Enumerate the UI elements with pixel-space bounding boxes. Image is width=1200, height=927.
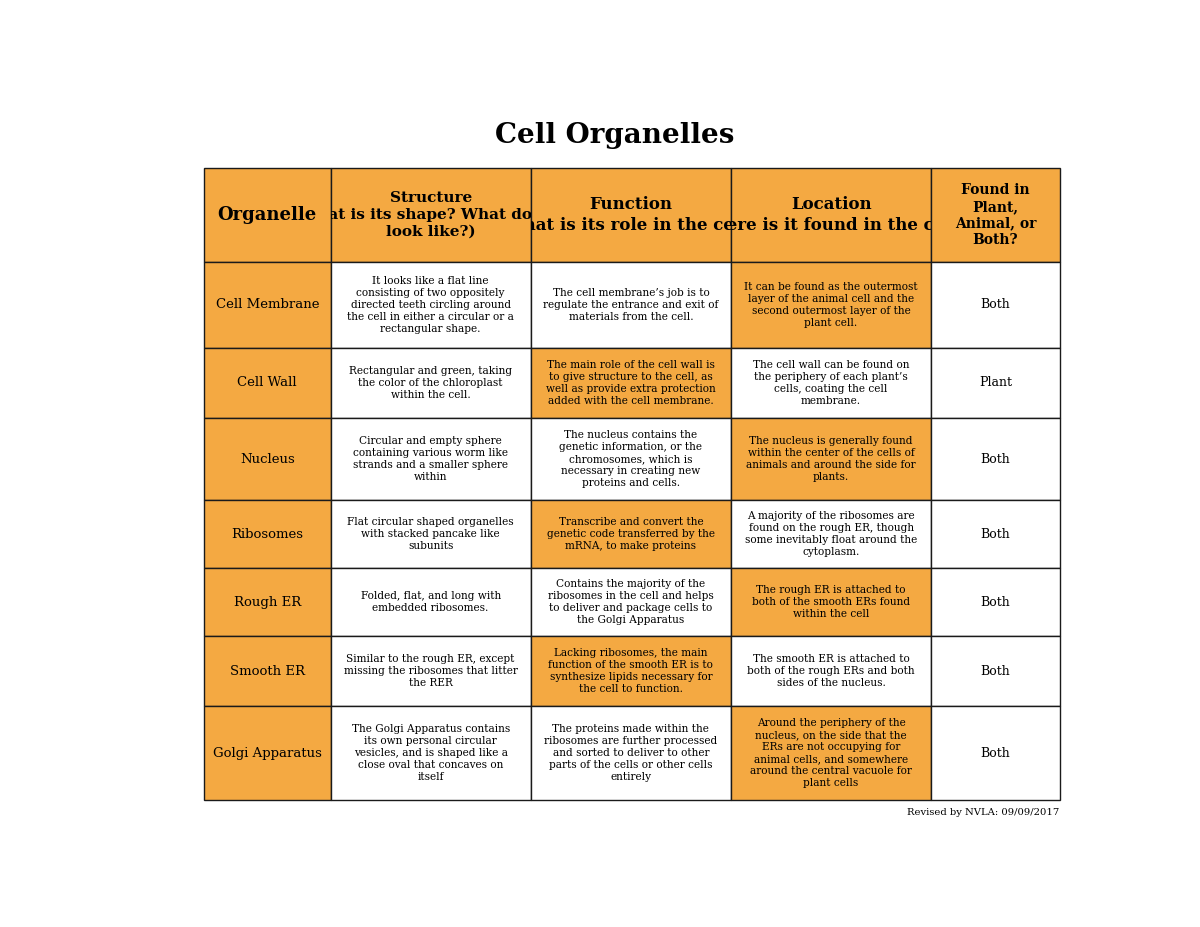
Text: Golgi Apparatus: Golgi Apparatus [212,746,322,759]
Text: Rectangular and green, taking
the color of the chloroplast
within the cell.: Rectangular and green, taking the color … [349,366,512,400]
Text: Cell Organelles: Cell Organelles [496,122,734,149]
Bar [731,418,931,501]
Text: Location
(Where is it found in the cell?): Location (Where is it found in the cell?… [688,197,974,234]
Bar [530,501,731,568]
Text: Around the periphery of the
nucleus, on the side that the
ERs are not occupying : Around the periphery of the nucleus, on … [750,718,912,788]
Bar [204,261,330,348]
Bar [330,169,530,261]
Bar [530,348,731,418]
Text: Circular and empty sphere
containing various worm like
strands and a smaller sph: Circular and empty sphere containing var… [353,436,508,482]
Text: Rough ER: Rough ER [234,596,301,609]
Bar [931,261,1060,348]
Text: Both: Both [980,746,1010,759]
Text: Both: Both [980,298,1010,311]
Bar [204,568,330,636]
Bar [931,501,1060,568]
Bar [731,706,931,800]
Text: Cell Wall: Cell Wall [238,376,298,389]
Bar [330,348,530,418]
Bar [530,636,731,706]
Bar [931,568,1060,636]
Bar [931,348,1060,418]
Bar [530,169,731,261]
Bar [330,568,530,636]
Text: The cell wall can be found on
the periphery of each plant’s
cells, coating the c: The cell wall can be found on the periph… [752,360,910,406]
Text: Folded, flat, and long with
embedded ribosomes.: Folded, flat, and long with embedded rib… [360,591,500,613]
Text: Flat circular shaped organelles
with stacked pancake like
subunits: Flat circular shaped organelles with sta… [347,517,514,552]
Text: The Golgi Apparatus contains
its own personal circular
vesicles, and is shaped l: The Golgi Apparatus contains its own per… [352,724,510,782]
Bar [530,706,731,800]
Text: It can be found as the outermost
layer of the animal cell and the
second outermo: It can be found as the outermost layer o… [744,282,918,328]
Bar [731,169,931,261]
Text: The nucleus is generally found
within the center of the cells of
animals and aro: The nucleus is generally found within th… [746,436,916,482]
Text: Both: Both [980,452,1010,465]
Text: Plant: Plant [979,376,1012,389]
Text: The cell membrane’s job is to
regulate the entrance and exit of
materials from t: The cell membrane’s job is to regulate t… [544,287,719,322]
Text: The main role of the cell wall is
to give structure to the cell, as
well as prov: The main role of the cell wall is to giv… [546,360,715,406]
Bar [204,706,330,800]
Bar [204,501,330,568]
Bar [204,636,330,706]
Text: Revised by NVLA: 09/09/2017: Revised by NVLA: 09/09/2017 [907,807,1060,817]
Text: Both: Both [980,527,1010,540]
Bar [330,418,530,501]
Text: Organelle: Organelle [217,206,317,224]
Bar [731,568,931,636]
Bar [731,348,931,418]
Bar [530,418,731,501]
Text: Function
(What is its role in the cell?): Function (What is its role in the cell?) [497,197,764,234]
Text: It looks like a flat line
consisting of two oppositely
directed teeth circling a: It looks like a flat line consisting of … [347,275,514,334]
Text: Contains the majority of the
ribosomes in the cell and helps
to deliver and pack: Contains the majority of the ribosomes i… [548,579,714,625]
Text: Both: Both [980,596,1010,609]
Text: Both: Both [980,665,1010,678]
Bar [731,501,931,568]
Text: Smooth ER: Smooth ER [229,665,305,678]
Bar [204,418,330,501]
Text: A majority of the ribosomes are
found on the rough ER, though
some inevitably fl: A majority of the ribosomes are found on… [745,511,917,557]
Text: Lacking ribosomes, the main
function of the smooth ER is to
synthesize lipids ne: Lacking ribosomes, the main function of … [548,648,713,694]
Text: Structure
(What is its shape? What does it
look like?): Structure (What is its shape? What does … [293,191,569,239]
Bar [731,636,931,706]
Bar [330,706,530,800]
Bar [530,568,731,636]
Text: Cell Membrane: Cell Membrane [216,298,319,311]
Bar [931,706,1060,800]
Bar [330,261,530,348]
Bar [931,169,1060,261]
Bar [204,169,330,261]
Bar [330,636,530,706]
Text: The rough ER is attached to
both of the smooth ERs found
within the cell: The rough ER is attached to both of the … [752,585,910,619]
Bar [330,501,530,568]
Text: Nucleus: Nucleus [240,452,295,465]
Text: The smooth ER is attached to
both of the rough ERs and both
sides of the nucleus: The smooth ER is attached to both of the… [748,654,914,688]
Bar [530,261,731,348]
Text: Found in
Plant,
Animal, or
Both?: Found in Plant, Animal, or Both? [955,183,1036,248]
Text: Transcribe and convert the
genetic code transferred by the
mRNA, to make protein: Transcribe and convert the genetic code … [547,517,715,552]
Bar [204,348,330,418]
Text: Similar to the rough ER, except
missing the ribosomes that litter
the RER: Similar to the rough ER, except missing … [343,654,517,688]
Bar [931,636,1060,706]
Text: The nucleus contains the
genetic information, or the
chromosomes, which is
neces: The nucleus contains the genetic informa… [559,430,702,488]
Bar [931,418,1060,501]
Text: The proteins made within the
ribosomes are further processed
and sorted to deliv: The proteins made within the ribosomes a… [545,724,718,782]
Bar [731,261,931,348]
Text: Ribosomes: Ribosomes [232,527,304,540]
